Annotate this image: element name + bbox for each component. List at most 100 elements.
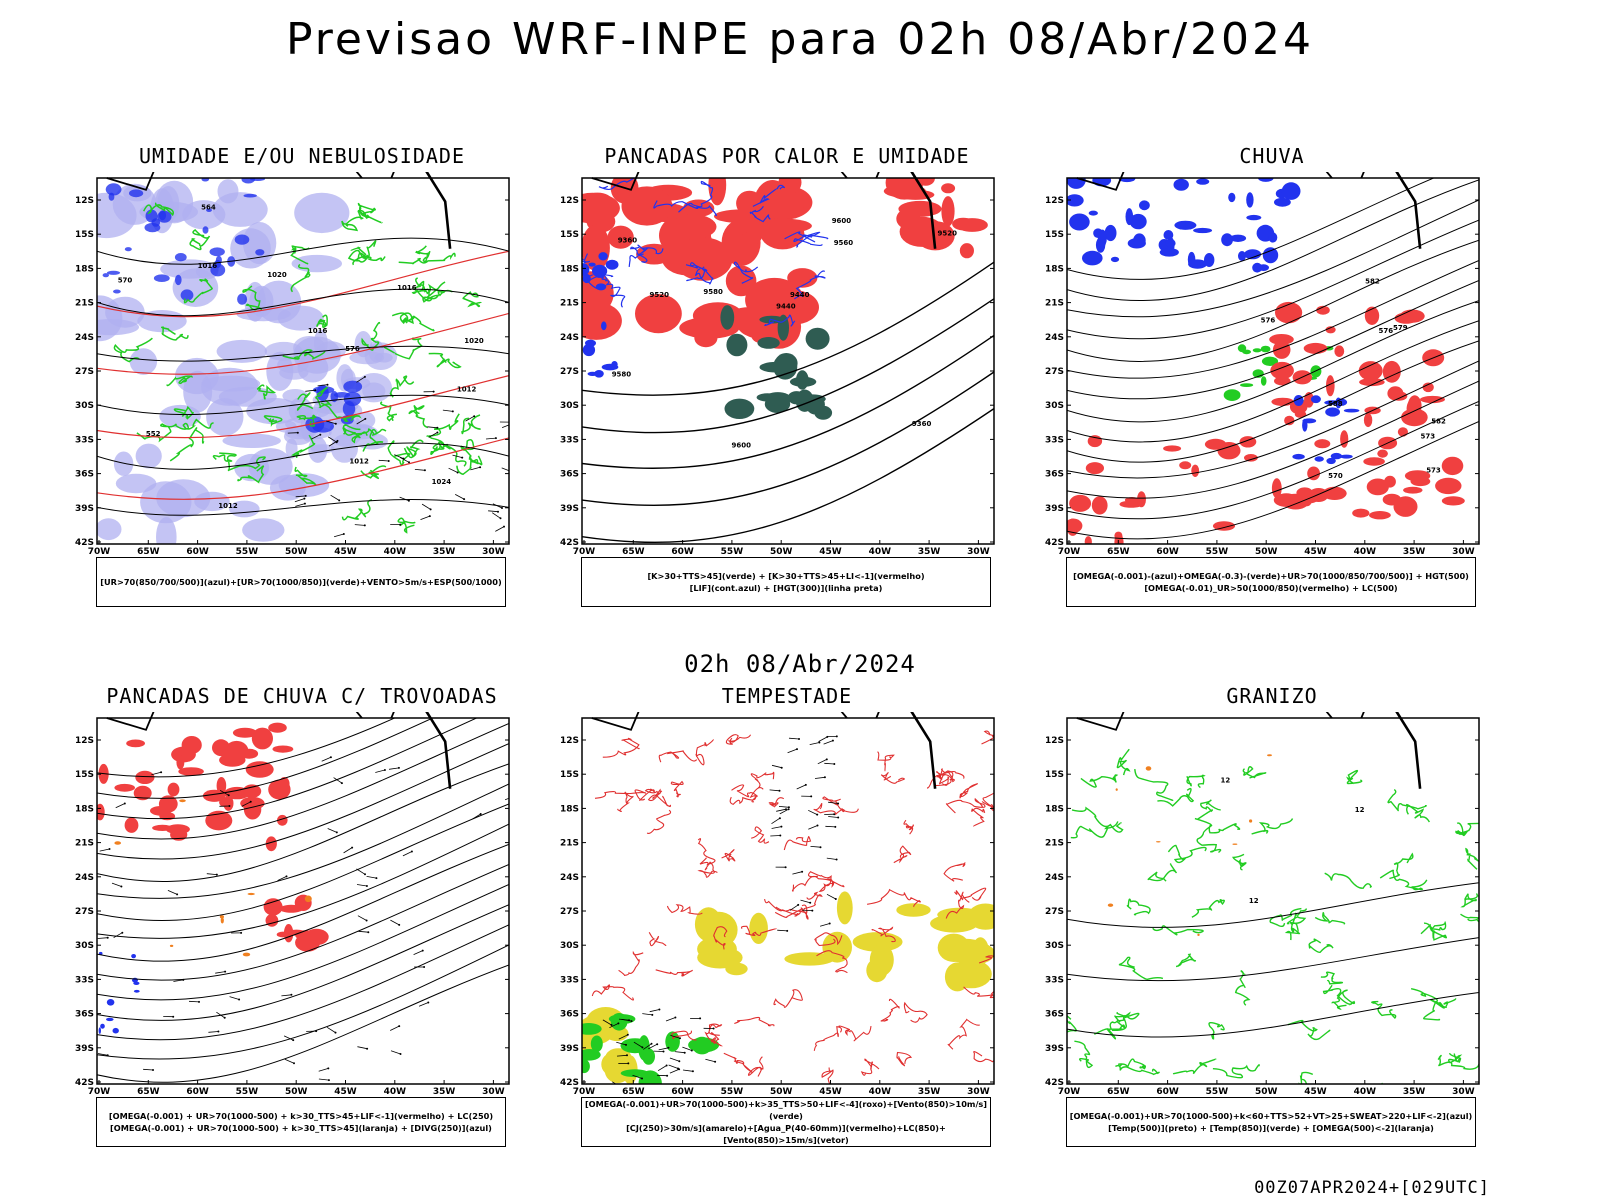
lat-tick-label: 42S [560, 538, 579, 548]
panel-pancadas-trovoadas: PANCADAS DE CHUVA C/ TROVOADAS 12S 15S 18S 2… [52, 684, 552, 1164]
contour-line [1067, 380, 1479, 499]
lat-tick-label: 33S [75, 975, 94, 985]
contour-line [1067, 239, 1479, 362]
lon-tick-label: 55W [236, 1087, 259, 1097]
legend-line: [LIF](cont.azul) + [HGT(300)](linha pret… [689, 583, 883, 593]
contour-line [97, 288, 509, 317]
map-plot: 9580 9580 9600 9560 9600 9520 9520 9440 9440 9360… [560, 172, 995, 557]
lon-tick-label: 30W [967, 547, 990, 557]
lat-tick-label: 30S [75, 941, 94, 951]
panel-title: TEMPESTADE [721, 684, 853, 708]
panel-title: PANCADAS POR CALOR E UMIDADE [604, 144, 970, 168]
lon-tick-label: 40W [384, 1087, 407, 1097]
legend-line: [Temp(500)](preto) + [Temp(850)](verde) … [1108, 1123, 1434, 1133]
contour-line [97, 904, 509, 1021]
contour-label: 582 [1431, 417, 1446, 425]
lon-tick-label: 30W [482, 1087, 505, 1097]
contour-line [97, 964, 509, 1083]
lon-tick-label: 55W [236, 547, 259, 557]
lat-tick-label: 30S [75, 401, 94, 411]
lon-tick-label: 45W [1304, 547, 1327, 557]
lat-tick-label: 39S [560, 1044, 579, 1054]
contour-label: 1016 [198, 262, 218, 270]
contour-label: 12 [1221, 777, 1231, 785]
border-line [1325, 712, 1333, 719]
lon-tick-label: 30W [967, 1087, 990, 1097]
lon-tick-label: 30W [482, 547, 505, 557]
lon-tick-label: 35W [918, 1087, 941, 1097]
lat-tick-label: 15S [560, 770, 579, 780]
contour-line [97, 718, 434, 799]
lat-tick-label: 42S [560, 1078, 579, 1088]
panel-title: UMIDADE E/OU NEBULOSIDADE [138, 144, 466, 168]
lon-tick-label: 35W [1403, 1087, 1426, 1097]
border-line [840, 712, 848, 719]
contour-label: 9360 [912, 420, 932, 428]
panel-umidade: UMIDADE E/OU NEBULOSIDADE 1012 1012 1016 102… [52, 144, 552, 624]
lon-tick-label: 55W [721, 1087, 744, 1097]
contour-label: 552 [146, 430, 161, 438]
lat-tick-label: 21S [1045, 299, 1064, 309]
lon-tick-label: 35W [433, 1087, 456, 1097]
contour-label: 9440 [790, 291, 810, 299]
border-line [1325, 172, 1333, 179]
contour-label: 573 [1421, 433, 1436, 441]
lon-tick-label: 45W [819, 547, 842, 557]
lon-tick-label: 65W [137, 547, 160, 557]
panel-tempestade: TEMPESTADE 12S 15S 18S 21S 24S 27S 30S 33S 36S 39S… [537, 684, 1037, 1164]
contour-label: 1016 [308, 327, 328, 335]
contour-label: 9580 [612, 371, 632, 379]
lon-tick-label: 70W [573, 1087, 596, 1097]
legend-line: [K>30+TTS>45](verde) + [K>30+TTS>45+LI<-… [647, 571, 925, 581]
lat-tick-label: 18S [560, 804, 579, 814]
lon-tick-label: 45W [334, 547, 357, 557]
lat-tick-label: 18S [560, 264, 579, 274]
lat-tick-label: 33S [75, 435, 94, 445]
lat-tick-label: 27S [560, 907, 579, 917]
lat-tick-label: 30S [560, 941, 579, 951]
lon-tick-label: 60W [1156, 547, 1179, 557]
panel-legend: [OMEGA(-0.001)+UR>70(1000-500)+k<60+TTS>… [1066, 1097, 1476, 1147]
contour-label: 573 [1426, 467, 1441, 475]
lat-tick-label: 39S [1045, 1044, 1064, 1054]
map-plot: 58858257657357058257957657312S15S18S21S2… [1045, 172, 1480, 557]
lat-tick-label: 15S [560, 230, 579, 240]
contour-line [1067, 320, 1479, 443]
contour-label: 570 [1328, 472, 1343, 480]
lon-tick-label: 55W [1206, 1087, 1229, 1097]
contour-label: 1012 [457, 385, 477, 393]
lat-tick-label: 30S [560, 401, 579, 411]
map-plot: 1012 1012 1016 1020 1016 1012 1016 1024 1020 576 5… [75, 172, 510, 557]
lon-tick-label: 40W [1354, 547, 1377, 557]
lon-tick-label: 45W [1304, 1087, 1327, 1097]
contour-line [97, 924, 509, 1041]
lat-tick-label: 18S [75, 804, 94, 814]
forecast-time-label: 02h 08/Abr/2024 [684, 650, 916, 678]
contour-line [1067, 199, 1479, 318]
lat-tick-label: 24S [560, 333, 579, 343]
contour-line [97, 442, 509, 470]
contour-line [97, 763, 509, 882]
lat-tick-label: 27S [560, 367, 579, 377]
contour-line [1067, 178, 1435, 280]
contour-line [1067, 340, 1479, 463]
legend-line: [OMEGA(-0.01)_UR>50(1000/850)(vermelho) … [1144, 583, 1398, 593]
lat-tick-label: 36S [75, 470, 94, 480]
panel-pancadas-calor: PANCADAS POR CALOR E UMIDADE 9580 9580 9600… [537, 144, 1037, 624]
contour-line [97, 863, 509, 981]
lat-tick-label: 36S [75, 1010, 94, 1020]
panel-title: CHUVA [1239, 144, 1305, 168]
contour-line [97, 394, 509, 416]
lon-tick-label: 45W [819, 1087, 842, 1097]
lon-tick-label: 50W [770, 1087, 793, 1097]
lat-tick-label: 27S [1045, 367, 1064, 377]
contour-line [97, 743, 509, 860]
contour-label: 9600 [832, 217, 852, 225]
contour-label: 1020 [464, 337, 484, 345]
main-title: Previsao WRF-INPE para 02h 08/Abr/2024 [285, 14, 1314, 65]
lat-tick-label: 12S [1045, 736, 1064, 746]
contour-line [1067, 280, 1479, 400]
lon-tick-label: 60W [186, 1087, 209, 1097]
lat-tick-label: 42S [1045, 1078, 1064, 1088]
